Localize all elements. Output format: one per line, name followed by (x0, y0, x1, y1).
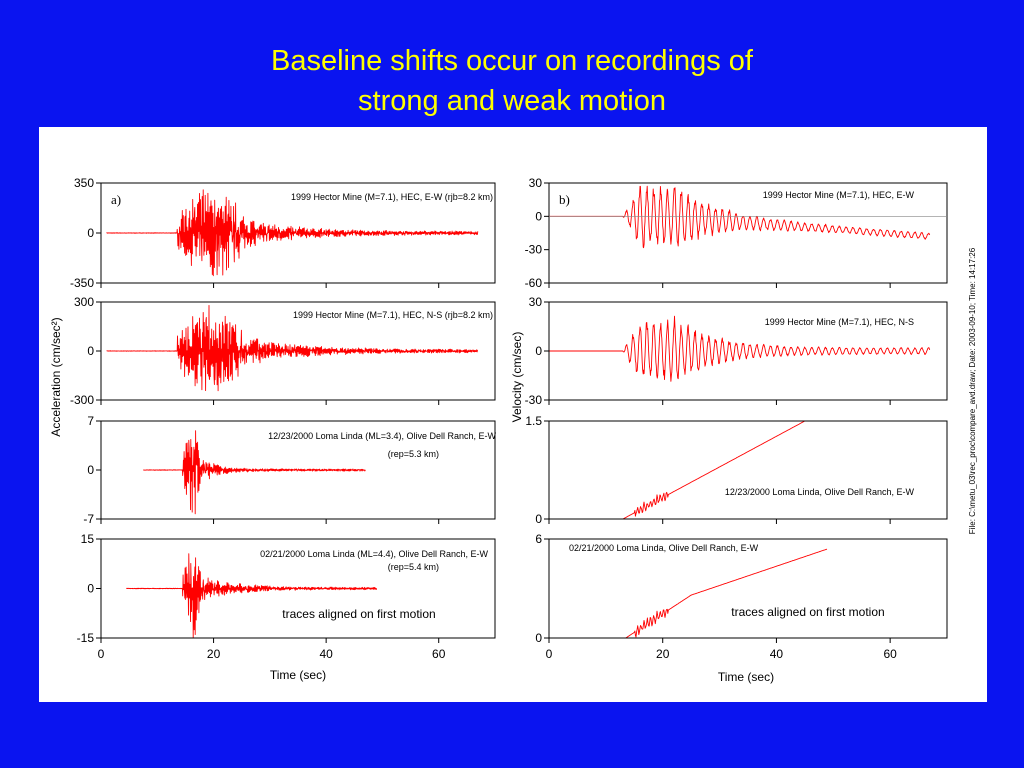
chartb-panel4-xtick-label: 20 (656, 647, 670, 661)
chartb-panel2-trace (549, 315, 931, 382)
chartb-panel1-ytick-label: -30 (525, 243, 543, 257)
chartb-panel4-ytick-label: 6 (535, 532, 542, 546)
panel-label-b: b) (559, 192, 570, 207)
annotation-b2: 1999 Hector Mine (M=7.1), HEC, N-S (765, 317, 914, 327)
charta-panel1-trace (106, 189, 479, 277)
x-axis-label-b: Time (sec) (718, 670, 774, 684)
charta-panel4-xtick-label: 0 (98, 647, 105, 661)
chartb-panel2-ytick-label: 0 (535, 344, 542, 358)
chartb-panel3-ytick-label: 1.5 (525, 414, 542, 428)
chartb-panel1-ytick-label: -60 (525, 276, 543, 290)
chartb-panel3-ytick-label: 0 (535, 512, 542, 526)
charta-panel1-ytick-label: 350 (74, 176, 94, 190)
annotation-b1: 1999 Hector Mine (M=7.1), HEC, E-W (763, 190, 915, 200)
charta-panel2-trace (106, 304, 479, 392)
chartb-panel1-frame (548, 182, 948, 284)
chartb-panel2-ytick-label: -30 (525, 393, 543, 407)
annotation-a1: 1999 Hector Mine (M=7.1), HEC, E-W (rjb=… (291, 192, 493, 202)
y-axis-label-acceleration: Acceleration (cm/sec²) (49, 317, 63, 436)
charta-panel4-ytick-label: -15 (77, 631, 95, 645)
chartb-panel2-ytick-label: 30 (529, 295, 543, 309)
file-info-note: File: C:\metu_03\rec_proc\compare_avd.dr… (968, 247, 977, 534)
charta-panel4-trace (126, 553, 378, 639)
charta-panel4-ytick-label: 0 (87, 582, 94, 596)
charta-panel4-xtick-label: 20 (207, 647, 221, 661)
charta-panel2-ytick-label: 300 (74, 295, 94, 309)
charta-panel4-xtick-label: 60 (432, 647, 446, 661)
panel-label-a: a) (111, 192, 121, 207)
chartb-panel3-frame (548, 420, 948, 520)
chartb-panel3-trace (580, 420, 805, 520)
charta-panel1-ytick-label: 0 (87, 226, 94, 240)
charta-panel4-xtick-label: 40 (319, 647, 333, 661)
charta-panel3-ytick-label: -7 (83, 512, 94, 526)
slide-title-line-1: Baseline shifts occur on recordings of (271, 45, 753, 77)
annotation-a3-distance: (rep=5.3 km) (388, 449, 439, 459)
annotation-b4: 02/21/2000 Loma Linda, Olive Dell Ranch,… (569, 543, 759, 553)
note-aligned-b: traces aligned on first motion (731, 605, 884, 619)
chartb-panel4-xtick-label: 60 (883, 647, 897, 661)
chartb-panel1-ytick-label: 0 (535, 209, 542, 223)
chartb-panel4-frame (548, 538, 948, 639)
charta-panel3-trace (142, 430, 366, 515)
annotation-b3: 12/23/2000 Loma Linda, Olive Dell Ranch,… (725, 487, 915, 497)
charta-panel2-ytick-label: -300 (70, 393, 94, 407)
annotation-a4-distance: (rep=5.4 km) (388, 562, 439, 572)
annotation-a4: 02/21/2000 Loma Linda (ML=4.4), Olive De… (260, 549, 488, 559)
annotation-a3: 12/23/2000 Loma Linda (ML=3.4), Olive De… (268, 431, 496, 441)
charta-panel3-ytick-label: 7 (87, 414, 94, 428)
chartb-panel4-trace (563, 548, 828, 639)
chartb-panel4-xtick-label: 0 (546, 647, 553, 661)
figure-panel: 350 0 -350 300 0 -300 7 0 -7 15 0 -15 0 20 40 60 30 0 -30-… (39, 127, 987, 702)
annotation-a2: 1999 Hector Mine (M=7.1), HEC, N-S (rjb=… (293, 310, 493, 320)
charta-panel3-ytick-label: 0 (87, 463, 94, 477)
charta-panel2-ytick-label: 0 (87, 344, 94, 358)
slide-title-line-2: strong and weak motion (358, 85, 666, 117)
charta-panel4-ytick-label: 15 (81, 532, 95, 546)
chartb-panel4-xtick-label: 40 (770, 647, 784, 661)
chartb-panel4-ytick-label: 0 (535, 631, 542, 645)
charta-panel1-ytick-label: -350 (70, 276, 94, 290)
note-aligned-a: traces aligned on first motion (282, 607, 435, 621)
y-axis-label-velocity: Velocity (cm/sec) (510, 332, 524, 423)
x-axis-label-a: Time (sec) (270, 668, 326, 682)
chartb-panel1-ytick-label: 30 (529, 176, 543, 190)
